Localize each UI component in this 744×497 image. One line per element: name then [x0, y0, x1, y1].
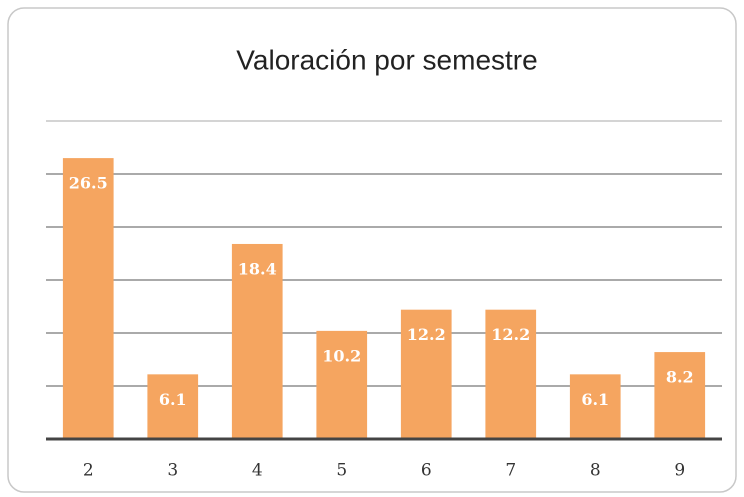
bar — [316, 330, 368, 439]
x-tick-label: 7 — [505, 461, 516, 481]
data-label: 12.2 — [407, 325, 446, 344]
data-label: 12.2 — [491, 325, 530, 344]
data-label: 8.2 — [666, 368, 694, 387]
data-label: 18.4 — [238, 259, 277, 278]
bar — [147, 374, 199, 439]
data-label: 6.1 — [581, 390, 609, 409]
chart-frame — [7, 7, 737, 493]
x-tick-label: 9 — [674, 461, 685, 481]
chart-title: Valoración por semestre — [236, 44, 537, 75]
bar — [485, 309, 537, 439]
bar — [62, 158, 114, 439]
bar — [654, 352, 706, 439]
bar — [569, 374, 621, 439]
x-tick-label: 3 — [167, 461, 178, 481]
x-tick-label: 6 — [421, 461, 432, 481]
bar — [400, 309, 452, 439]
x-tick-label: 4 — [252, 461, 263, 481]
data-label: 10.2 — [322, 346, 361, 365]
data-label: 26.5 — [69, 174, 108, 193]
x-tick-label: 8 — [590, 461, 601, 481]
x-tick-label: 2 — [83, 461, 94, 481]
data-label: 6.1 — [159, 390, 187, 409]
bar — [231, 243, 283, 439]
x-tick-label: 5 — [336, 461, 347, 481]
